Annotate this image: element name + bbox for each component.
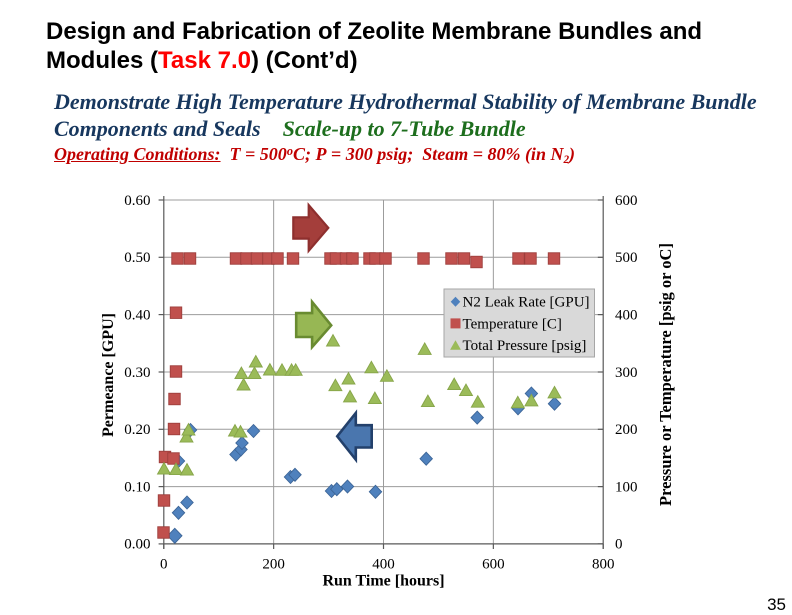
svg-text:600: 600 [615,193,638,209]
svg-text:0.10: 0.10 [124,479,150,495]
svg-text:200: 200 [262,557,285,573]
svg-text:0.50: 0.50 [124,250,150,266]
svg-text:500: 500 [615,250,638,266]
svg-text:0.30: 0.30 [124,365,150,381]
svg-text:0.20: 0.20 [124,422,150,438]
svg-text:200: 200 [615,422,638,438]
svg-text:Temperature [C]: Temperature [C] [463,316,562,332]
svg-text:400: 400 [615,307,638,323]
svg-text:100: 100 [615,479,638,495]
svg-text:Permeance [GPU]: Permeance [GPU] [100,313,117,437]
svg-text:Pressure or Temperature [psig: Pressure or Temperature [psig or oC] [656,243,675,506]
svg-text:0.60: 0.60 [124,193,150,209]
svg-text:Run Time [hours]: Run Time [hours] [322,573,444,590]
svg-text:400: 400 [372,557,395,573]
svg-text:800: 800 [592,557,615,573]
svg-text:0: 0 [615,537,623,553]
svg-text:0.40: 0.40 [124,307,150,323]
svg-text:600: 600 [482,557,505,573]
svg-text:300: 300 [615,365,638,381]
svg-text:N2 Leak Rate [GPU]: N2 Leak Rate [GPU] [463,295,590,311]
svg-text:0: 0 [160,557,168,573]
svg-text:Total Pressure [psig]: Total Pressure [psig] [463,338,587,354]
svg-text:0.00: 0.00 [124,537,150,553]
